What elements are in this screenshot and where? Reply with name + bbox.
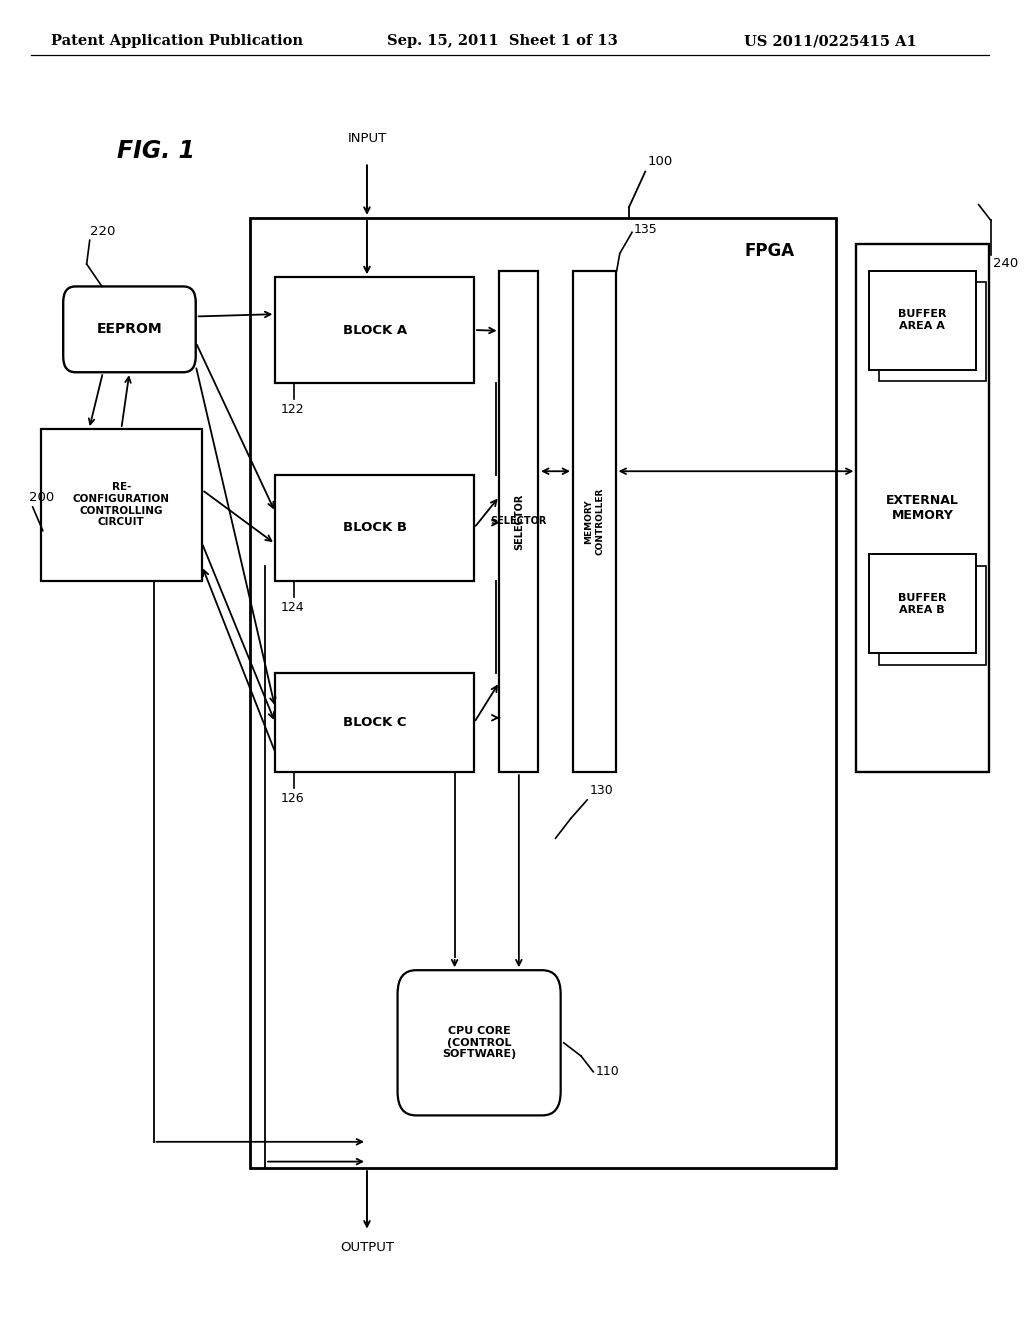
Text: FPGA: FPGA — [745, 242, 795, 260]
Text: 100: 100 — [647, 154, 673, 168]
FancyBboxPatch shape — [275, 277, 474, 383]
Text: 130: 130 — [589, 784, 613, 797]
FancyBboxPatch shape — [275, 475, 474, 581]
Text: 124: 124 — [281, 601, 304, 614]
FancyBboxPatch shape — [500, 271, 539, 772]
Text: BLOCK C: BLOCK C — [343, 717, 407, 729]
Text: BLOCK A: BLOCK A — [343, 323, 407, 337]
Text: CPU CORE
(CONTROL
SOFTWARE): CPU CORE (CONTROL SOFTWARE) — [442, 1026, 516, 1060]
Text: EXTERNAL
MEMORY: EXTERNAL MEMORY — [886, 494, 959, 523]
Text: BUFFER
AREA B: BUFFER AREA B — [898, 593, 946, 615]
FancyBboxPatch shape — [397, 970, 561, 1115]
Text: BUFFER
AREA A: BUFFER AREA A — [898, 309, 946, 331]
Text: 126: 126 — [281, 792, 304, 805]
Text: 200: 200 — [29, 491, 54, 504]
Text: INPUT: INPUT — [347, 132, 387, 145]
Text: EEPROM: EEPROM — [96, 322, 162, 337]
Text: 220: 220 — [90, 224, 115, 238]
FancyBboxPatch shape — [572, 271, 615, 772]
Text: SELECTOR: SELECTOR — [490, 516, 547, 527]
Text: FIG. 1: FIG. 1 — [117, 139, 196, 162]
FancyBboxPatch shape — [879, 566, 986, 665]
Text: Sep. 15, 2011  Sheet 1 of 13: Sep. 15, 2011 Sheet 1 of 13 — [387, 34, 618, 49]
Text: RE-
CONFIGURATION
CONTROLLING
CIRCUIT: RE- CONFIGURATION CONTROLLING CIRCUIT — [73, 483, 170, 527]
Text: SELECTOR: SELECTOR — [514, 494, 524, 549]
Text: 122: 122 — [281, 403, 304, 416]
Text: Patent Application Publication: Patent Application Publication — [51, 34, 303, 49]
Text: US 2011/0225415 A1: US 2011/0225415 A1 — [744, 34, 916, 49]
Text: BLOCK B: BLOCK B — [343, 521, 407, 535]
FancyBboxPatch shape — [868, 554, 976, 653]
FancyBboxPatch shape — [275, 673, 474, 772]
FancyBboxPatch shape — [63, 286, 196, 372]
FancyBboxPatch shape — [856, 244, 989, 772]
Text: MEMORY
CONTROLLER: MEMORY CONTROLLER — [585, 487, 604, 556]
Text: 110: 110 — [595, 1065, 620, 1078]
FancyBboxPatch shape — [250, 218, 836, 1168]
Text: OUTPUT: OUTPUT — [340, 1241, 394, 1254]
FancyBboxPatch shape — [868, 271, 976, 370]
FancyBboxPatch shape — [41, 429, 202, 581]
Text: 240: 240 — [993, 257, 1018, 271]
FancyBboxPatch shape — [879, 282, 986, 381]
Text: 135: 135 — [634, 223, 657, 236]
